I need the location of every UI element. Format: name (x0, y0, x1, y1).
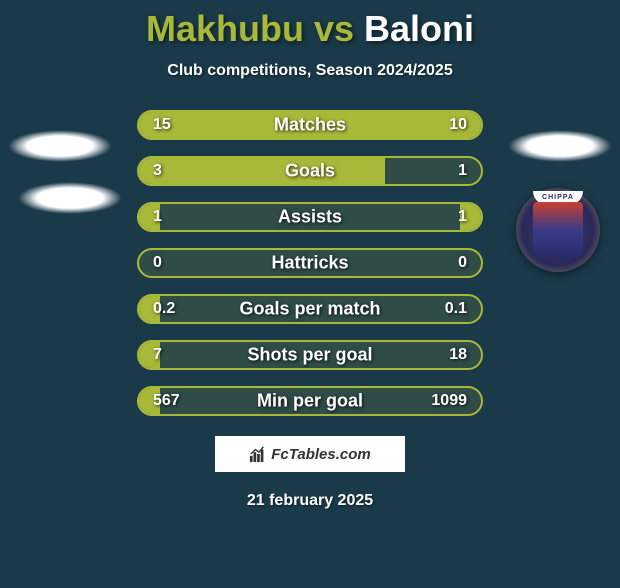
stat-bar: Hattricks 0 0 (137, 248, 483, 278)
stat-value-left: 567 (153, 392, 180, 410)
stat-value-right: 10 (449, 116, 467, 134)
stat-label: Goals (285, 161, 335, 182)
stat-value-right: 1 (458, 208, 467, 226)
stat-row: Assists 1 1 (137, 202, 483, 232)
stat-row: Goals per match 0.2 0.1 (137, 294, 483, 324)
stat-bar: Min per goal 567 1099 (137, 386, 483, 416)
subtitle: Club competitions, Season 2024/2025 (0, 62, 620, 80)
badge-shield-icon (533, 202, 583, 258)
stat-label: Min per goal (257, 391, 363, 412)
stats-container: Matches 15 10 Goals 3 1 Assists 1 1 Hattricks 0 0 Go… (137, 110, 483, 416)
stat-bar: Matches 15 10 (137, 110, 483, 140)
brand-box: FcTables.com (215, 436, 405, 472)
team-logo-right-1 (508, 130, 612, 162)
stat-value-left: 1 (153, 208, 162, 226)
stat-row: Matches 15 10 (137, 110, 483, 140)
stat-bar: Goals per match 0.2 0.1 (137, 294, 483, 324)
stat-label: Assists (278, 207, 342, 228)
stat-label: Shots per goal (247, 345, 372, 366)
stat-bar: Shots per goal 7 18 (137, 340, 483, 370)
stat-value-right: 1 (458, 162, 467, 180)
date-text: 21 february 2025 (0, 492, 620, 510)
stat-bar: Goals 3 1 (137, 156, 483, 186)
stat-row: Shots per goal 7 18 (137, 340, 483, 370)
stat-fill-left (139, 158, 385, 184)
stat-row: Min per goal 567 1099 (137, 386, 483, 416)
stat-value-left: 0 (153, 254, 162, 272)
stat-bar: Assists 1 1 (137, 202, 483, 232)
badge-label: CHIPPA (542, 194, 574, 201)
team-logo-left-1 (8, 130, 112, 162)
page-title: Makhubu vs Baloni (0, 8, 620, 50)
stat-value-right: 0 (458, 254, 467, 272)
stat-label: Matches (274, 115, 346, 136)
brand-text: FcTables.com (271, 446, 370, 463)
stat-row: Goals 3 1 (137, 156, 483, 186)
stat-value-left: 15 (153, 116, 171, 134)
player-right-name: Baloni (364, 8, 474, 49)
stat-value-left: 7 (153, 346, 162, 364)
team-logo-left-2 (18, 182, 122, 214)
stat-label: Goals per match (239, 299, 380, 320)
stat-value-right: 1099 (431, 392, 467, 410)
vs-separator: vs (314, 8, 354, 49)
stat-value-left: 0.2 (153, 300, 175, 318)
chart-icon (249, 445, 267, 463)
stat-value-right: 18 (449, 346, 467, 364)
stat-row: Hattricks 0 0 (137, 248, 483, 278)
stat-value-left: 3 (153, 162, 162, 180)
player-left-name: Makhubu (146, 8, 304, 49)
stat-label: Hattricks (271, 253, 348, 274)
stat-value-right: 0.1 (445, 300, 467, 318)
team-badge-right: CHIPPA (516, 188, 600, 272)
